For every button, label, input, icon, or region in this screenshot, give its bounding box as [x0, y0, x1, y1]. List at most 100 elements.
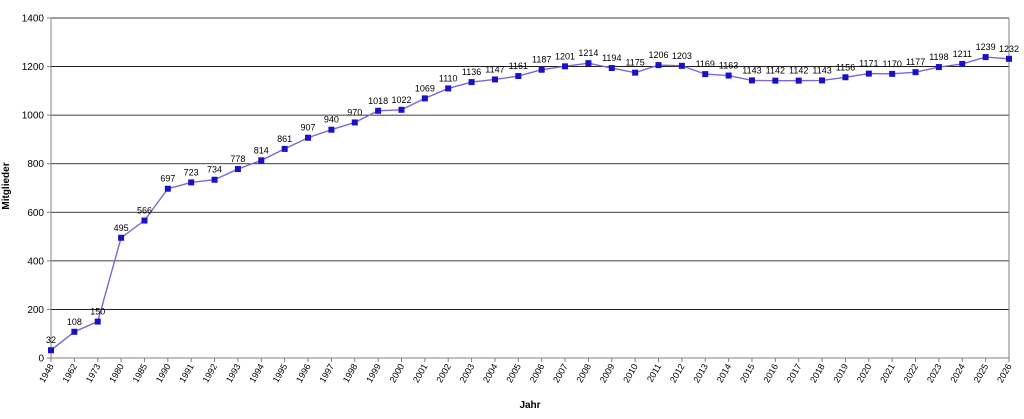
x-axis-title: Jahr: [519, 400, 540, 411]
data-point: [585, 60, 592, 67]
data-label: 1143: [812, 65, 831, 75]
x-tick-label: 1997: [317, 362, 336, 384]
data-point: [71, 328, 78, 335]
data-point: [678, 62, 685, 69]
x-tick-labels: 1948 1962 1973 1980 1985 1990 1991 1992 1993 1994…: [37, 362, 1014, 384]
data-point: [375, 107, 382, 114]
x-tick-label: 2001: [411, 362, 430, 384]
x-tick-label: 2010: [621, 362, 640, 384]
data-label: 907: [301, 123, 316, 133]
data-point: [94, 318, 101, 325]
x-tick-label: 2002: [434, 362, 453, 384]
x-tick-label: 2017: [785, 362, 804, 384]
data-label: 734: [207, 165, 222, 175]
data-point: [351, 119, 358, 126]
data-label: 1110: [439, 73, 458, 83]
data-point: [258, 157, 265, 164]
data-label: 1177: [906, 57, 925, 67]
x-tick-label: 2013: [691, 362, 710, 384]
data-point: [305, 134, 312, 141]
data-point: [468, 79, 475, 86]
data-label: 1136: [462, 67, 481, 77]
data-point: [772, 77, 779, 84]
x-tick-label: 2006: [528, 362, 547, 384]
x-tick-label: 2025: [972, 362, 991, 384]
data-point: [819, 77, 826, 84]
data-point: [748, 77, 755, 84]
x-tick-label: 1980: [107, 362, 126, 384]
data-label: 1198: [929, 52, 948, 62]
x-tick-label: 2014: [715, 362, 734, 384]
data-point: [398, 106, 405, 113]
data-label: 1171: [859, 59, 878, 69]
x-tick-label: 2011: [645, 362, 663, 384]
data-point: [562, 63, 569, 70]
data-label: 1194: [602, 53, 621, 63]
data-point: [912, 69, 919, 76]
data-label: 108: [67, 317, 82, 327]
data-point: [141, 217, 148, 224]
x-tick-label: 1948: [37, 362, 56, 384]
x-tick-label: 2026: [995, 362, 1014, 384]
data-point: [959, 60, 966, 67]
data-point: [865, 70, 872, 77]
data-point: [281, 145, 288, 152]
data-point: [48, 347, 54, 354]
data-point: [515, 73, 522, 80]
data-label: 1239: [976, 42, 996, 52]
data-label: 1143: [742, 65, 761, 75]
y-tick-label: 600: [27, 208, 44, 219]
data-point: [935, 64, 942, 71]
x-tick-label: 1985: [131, 362, 150, 384]
data-label: 970: [347, 107, 362, 117]
data-point: [702, 71, 709, 78]
series-line: [50, 56, 1010, 351]
y-tick-labels: 0 200 400 600 800 1000 1200 1400: [22, 14, 45, 365]
x-tick-label: 1998: [341, 362, 360, 384]
x-tick-label: 2021: [878, 362, 897, 384]
data-label: 1163: [719, 61, 738, 71]
data-label: 1170: [882, 59, 901, 69]
x-tick-label: 1996: [294, 362, 313, 384]
data-point: [982, 54, 989, 61]
data-point: [491, 76, 498, 83]
data-label: 778: [230, 154, 245, 164]
data-point: [795, 77, 802, 84]
data-point: [889, 70, 896, 77]
x-tick-label: 1992: [201, 362, 220, 384]
data-label: 32: [46, 335, 56, 345]
data-label: 1142: [766, 66, 785, 76]
x-tick-label: 2008: [574, 362, 593, 384]
x-tick-label: 2015: [738, 362, 757, 384]
x-tick-label: 2023: [925, 362, 944, 384]
x-tick-label: 2003: [458, 362, 477, 384]
data-label: 1232: [999, 44, 1019, 54]
data-point: [538, 66, 545, 73]
data-label: 1147: [485, 64, 504, 74]
data-label: 1156: [836, 62, 855, 72]
data-label: 697: [160, 174, 175, 184]
x-tick-label: 2004: [481, 362, 500, 384]
data-label: 1211: [953, 49, 972, 59]
x-tick-label: 1994: [247, 362, 266, 384]
data-point: [655, 62, 662, 69]
y-axis-title: Mitglieder: [1, 162, 12, 209]
data-label: 495: [114, 223, 129, 233]
data-label: 1201: [555, 51, 575, 61]
data-point: [842, 74, 849, 81]
x-tick-label: 2012: [668, 362, 687, 384]
data-point: [234, 166, 241, 173]
y-tick-label: 800: [27, 159, 44, 170]
series-polyline: [50, 56, 1010, 351]
data-label: 1203: [672, 51, 692, 61]
data-point: [632, 69, 639, 76]
y-tick-label: 200: [27, 305, 44, 316]
data-point: [445, 85, 452, 92]
data-label: 1022: [391, 95, 411, 105]
data-point: [211, 176, 218, 183]
data-label: 1187: [532, 55, 551, 65]
data-point: [164, 185, 171, 192]
x-tick-label: 1991: [177, 362, 196, 384]
